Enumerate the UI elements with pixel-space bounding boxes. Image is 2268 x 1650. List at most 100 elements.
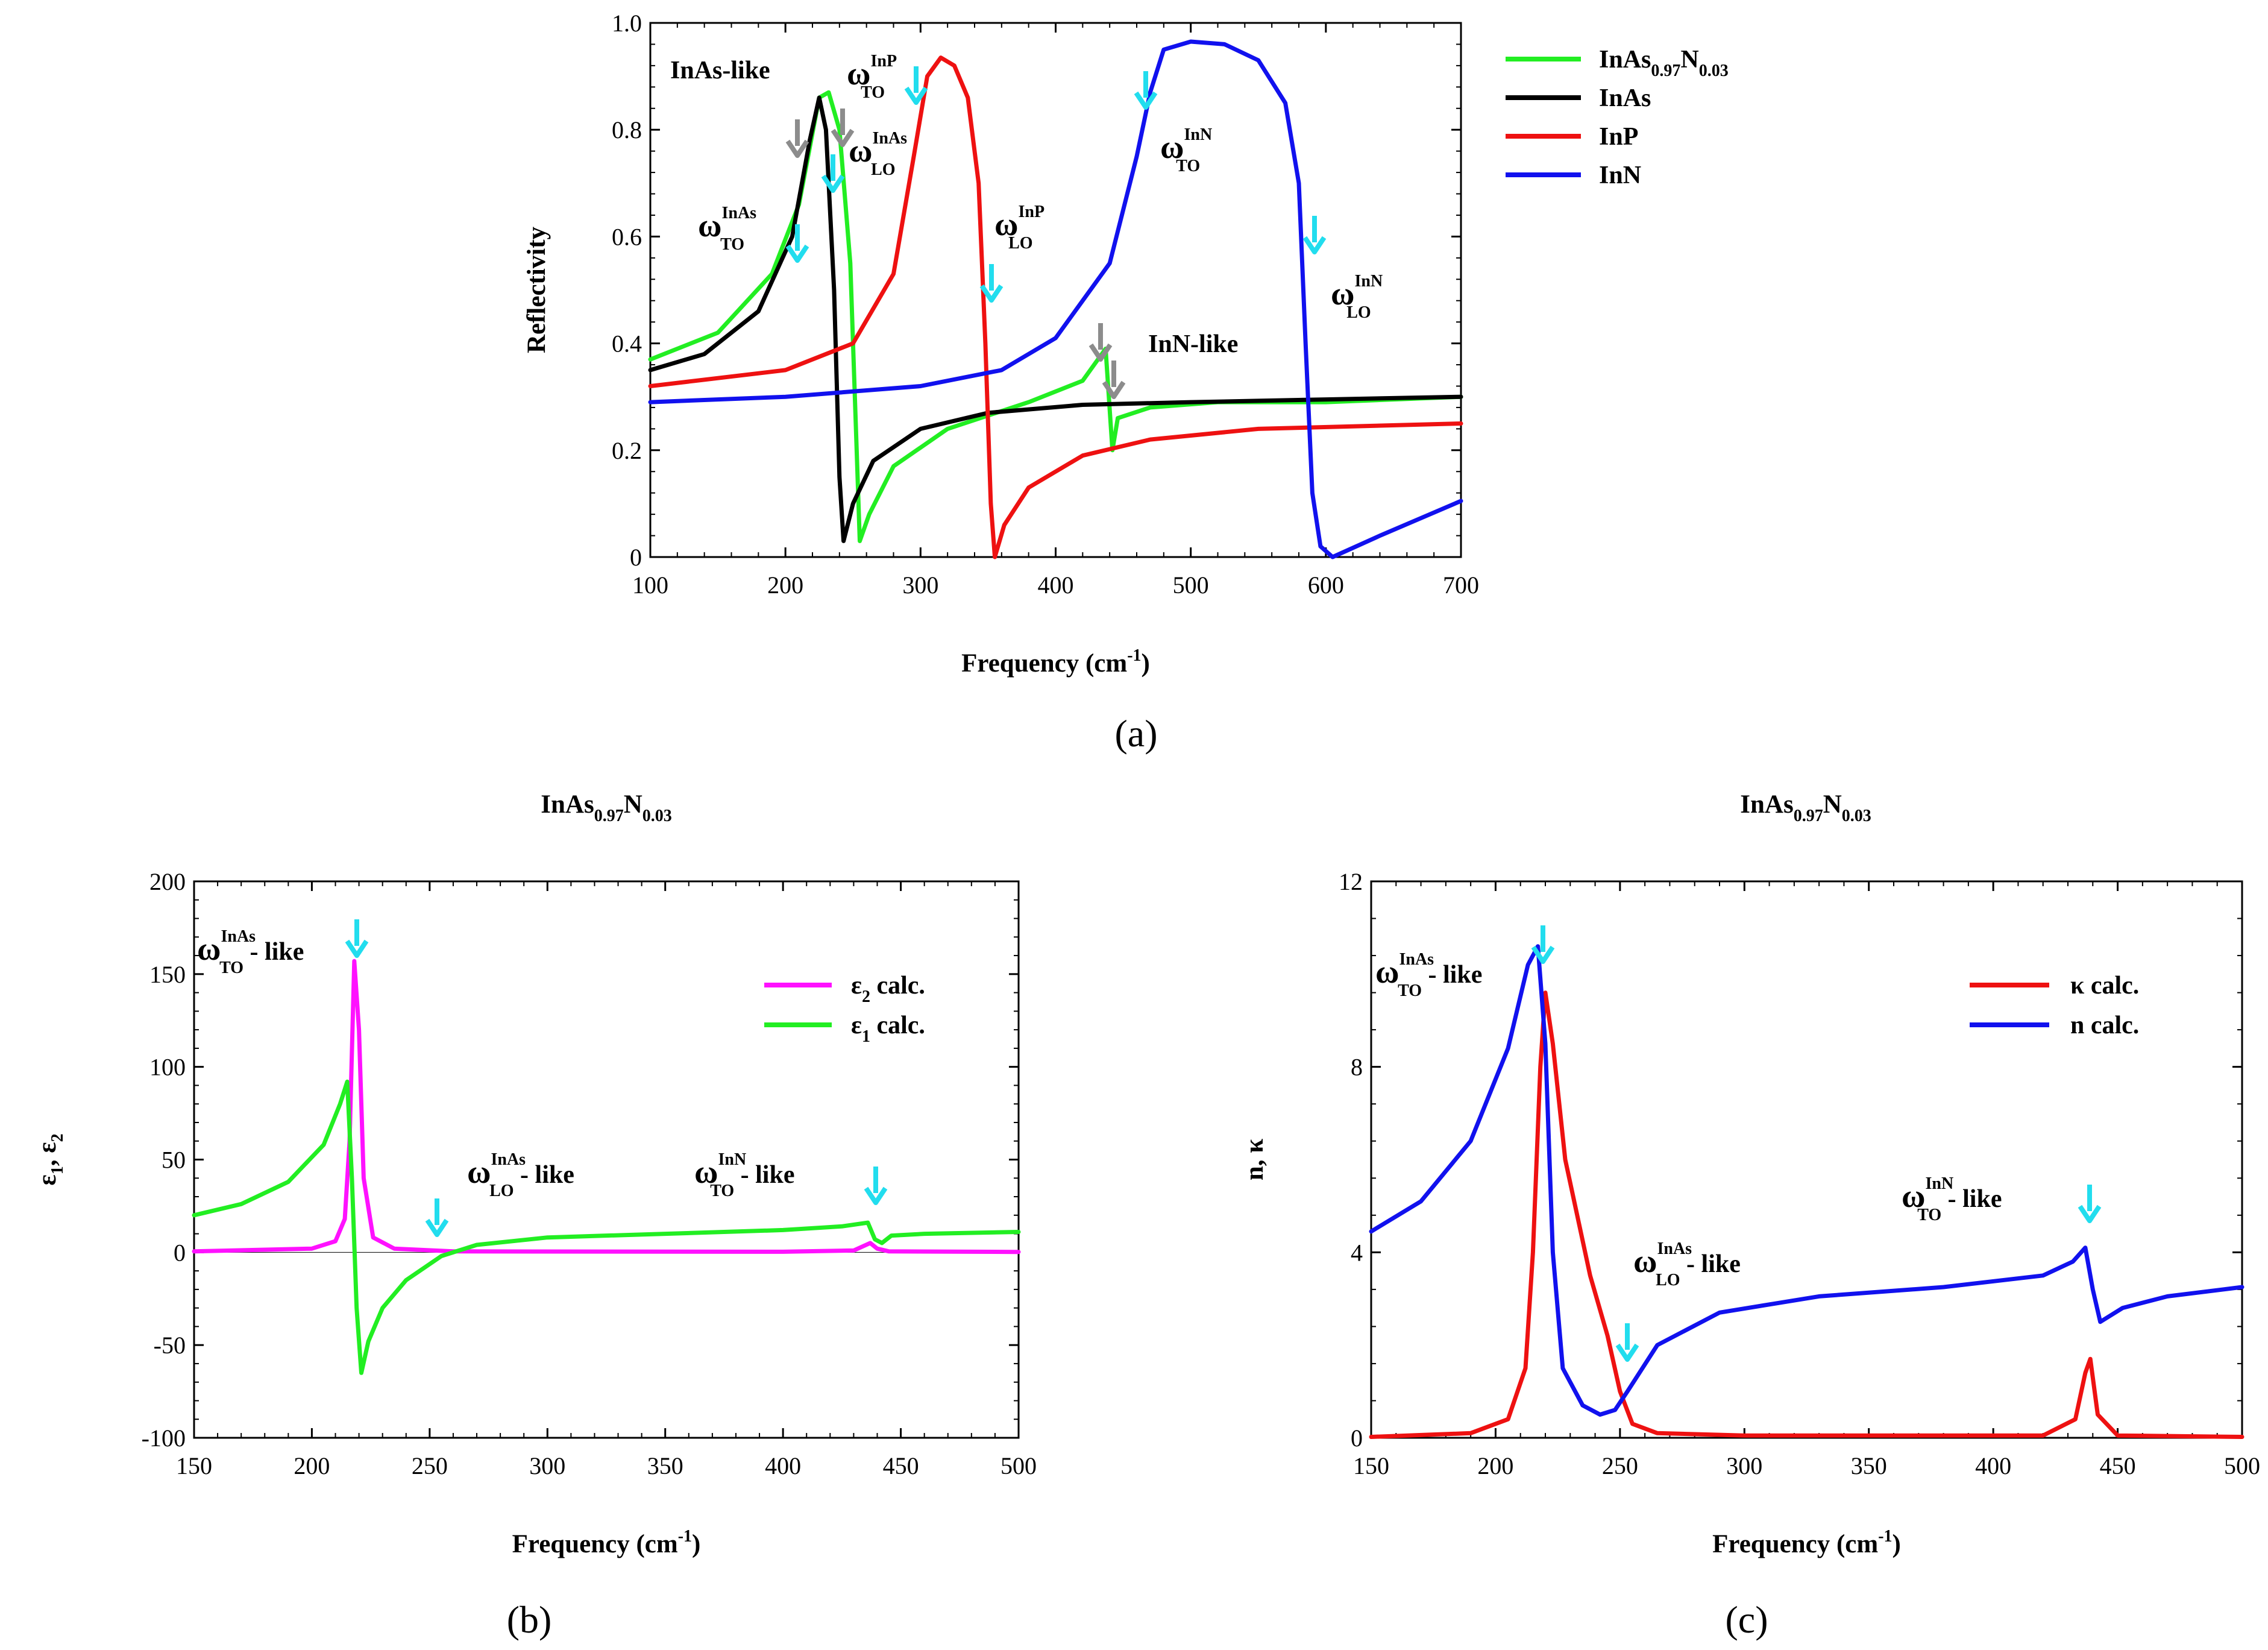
arrow-cyan-lo-inas-head: [1615, 1343, 1639, 1362]
arrow-cyan-lo-inas: [425, 1198, 449, 1237]
x-tick-label: 150: [1353, 1452, 1389, 1479]
annotation-omega-lo-inas-like: ωInAs LO - like: [1633, 1239, 1741, 1289]
arrow-cyan-to-inn: [864, 1167, 888, 1205]
x-tick-label: 250: [412, 1452, 448, 1479]
arrow-cyan-lo-inn: [1302, 216, 1327, 254]
y-tick-label: 4: [1351, 1239, 1363, 1266]
x-tick-label: 350: [1851, 1452, 1887, 1479]
chart-b-axes: 150 200 250 300 350 400 450 500 -100 -50 0 50 100 150…: [142, 868, 1037, 1558]
y-tick-label: 0.2: [612, 437, 642, 464]
x-tick-label: 200: [767, 572, 803, 599]
arrow-cyan-lo-inas-head: [425, 1218, 449, 1237]
y-tick-label: 100: [149, 1054, 186, 1081]
arrow-gray-inas-1-head: [785, 139, 809, 158]
x-tick-label: 450: [883, 1452, 919, 1479]
chart-c-axes: 150 200 250 300 350 400 450 500 0 4 8 12 Frequency (…: [1339, 868, 2260, 1558]
y-tick-label: 0: [174, 1239, 186, 1266]
arrow-gray-inn-1: [1088, 323, 1113, 362]
series-line--1-calc-: [192, 1079, 1021, 1375]
legend-label: κ calc.: [2070, 972, 2139, 1000]
y-tick-label: 0.8: [612, 116, 642, 143]
series-line--2-calc-: [192, 959, 1021, 1255]
x-tick-label: 100: [632, 572, 668, 599]
y-axis-label: ε1, ε2: [33, 1133, 67, 1185]
x-tick-label: 400: [1975, 1452, 2011, 1479]
y-axis-label: n, κ: [1240, 1139, 1269, 1180]
chart-c-annotations: ωInAs TO - like ωInAs LO - like ωInN TO - lik…: [1375, 950, 2002, 1289]
arrow-gray-inn-2: [1102, 361, 1126, 399]
arrow-cyan-to-inn: [2078, 1185, 2102, 1223]
chart-b-title: InAs0.97N0.03: [541, 790, 672, 825]
y-tick-label: 150: [149, 961, 186, 988]
arrow-cyan-to-inas: [345, 919, 369, 958]
chart-b-frame: [193, 880, 1020, 1439]
legend-label: ε1 calc.: [851, 1012, 925, 1046]
x-tick-label: 200: [1477, 1452, 1513, 1479]
y-tick-label: 0: [1351, 1425, 1363, 1452]
series-line-InAs: [648, 95, 1463, 543]
arrow-cyan-to-inn-head: [1134, 91, 1158, 110]
arrow-cyan-lo-inp: [979, 264, 1004, 303]
x-axis-label: Frequency (cm-1): [512, 1527, 701, 1558]
y-tick-label: 0.4: [612, 330, 642, 357]
annotation-omega-lo-inas: ωInAs LO: [849, 129, 907, 179]
series-line-n-calc-: [1369, 944, 2244, 1417]
annotation-inn-like: InN-like: [1148, 330, 1238, 358]
x-tick-label: 150: [176, 1452, 212, 1479]
legend-label: InN: [1599, 162, 1641, 189]
arrow-cyan-lo-inas: [1615, 1323, 1639, 1362]
y-tick-label: 0.6: [612, 223, 642, 250]
annotation-omega-lo-inas-like: ωInAs LO - like: [467, 1150, 574, 1200]
x-axis-label: Frequency (cm-1): [961, 646, 1150, 678]
x-tick-label: 500: [1173, 572, 1209, 599]
legend-label: n calc.: [2070, 1012, 2139, 1039]
arrow-gray-inas-2-head: [831, 128, 855, 147]
chart-a-series: [648, 39, 1463, 559]
y-axis-label: Reflectivity: [523, 226, 551, 353]
y-tick-label: 1.0: [612, 10, 642, 37]
legend-label: InAs0.97N0.03: [1599, 46, 1729, 80]
legend-label: ε2 calc.: [851, 972, 925, 1006]
arrow-cyan-to-inas-head: [345, 939, 369, 958]
y-tick-label: 200: [149, 868, 186, 895]
chart-c-title: InAs0.97N0.03: [1740, 790, 1871, 825]
y-tick-label: -100: [142, 1425, 186, 1452]
chart-c-legend: κ calc. n calc.: [1970, 972, 2139, 1039]
arrow-cyan-to-inas: [785, 224, 809, 263]
chart-b-series: [192, 959, 1021, 1375]
arrow-cyan-lo-inas-head: [821, 174, 845, 193]
panel-label-a: (a): [1114, 712, 1157, 755]
y-tick-label: 50: [162, 1147, 186, 1174]
x-tick-label: 350: [647, 1452, 683, 1479]
annotation-omega-lo-inp: ωInP LO: [994, 203, 1044, 253]
annotation-omega-to-inp: ωInP TO: [847, 52, 897, 102]
x-axis-label: Frequency (cm-1): [1712, 1527, 1901, 1558]
x-tick-label: 300: [529, 1452, 565, 1479]
y-tick-label: 0: [630, 544, 642, 571]
chart-a-legend: InAs0.97N0.03 InAs InP InN: [1506, 46, 1729, 189]
chart-c-series: [1369, 944, 2244, 1439]
arrow-cyan-to-inn: [1134, 71, 1158, 110]
arrow-cyan-to-inn-head: [864, 1186, 888, 1205]
x-tick-label: 450: [2100, 1452, 2136, 1479]
annotation-omega-to-inas-like: ωInAs TO - like: [1375, 950, 1482, 1000]
y-tick-label: 12: [1339, 868, 1363, 895]
chart-a-axes: 100 200 300 400 500 600 700 0 0.2 0.4 0.6 0.8 1.0 Fre…: [612, 10, 1479, 678]
arrow-cyan-to-inas-head: [1531, 945, 1555, 964]
arrow-cyan-to-inp-head: [904, 86, 928, 105]
x-tick-label: 500: [1000, 1452, 1037, 1479]
x-tick-label: 250: [1602, 1452, 1638, 1479]
x-tick-label: 400: [1038, 572, 1074, 599]
x-tick-label: 300: [1726, 1452, 1762, 1479]
chart-c-frame: [1370, 880, 2243, 1439]
x-tick-label: 500: [2224, 1452, 2260, 1479]
panel-label-c: (c): [1725, 1598, 1768, 1641]
series-line--calc-: [1369, 990, 2244, 1439]
chart-b-legend: ε2 calc. ε1 calc.: [764, 972, 925, 1046]
arrow-cyan-to-inas-head: [785, 244, 809, 263]
arrow-gray-inas-2: [831, 109, 855, 147]
arrow-gray-inn-2-head: [1102, 380, 1126, 399]
annotation-omega-to-inas-like: ωInAs TO - like: [197, 927, 304, 977]
arrow-cyan-lo-inp-head: [979, 284, 1004, 303]
